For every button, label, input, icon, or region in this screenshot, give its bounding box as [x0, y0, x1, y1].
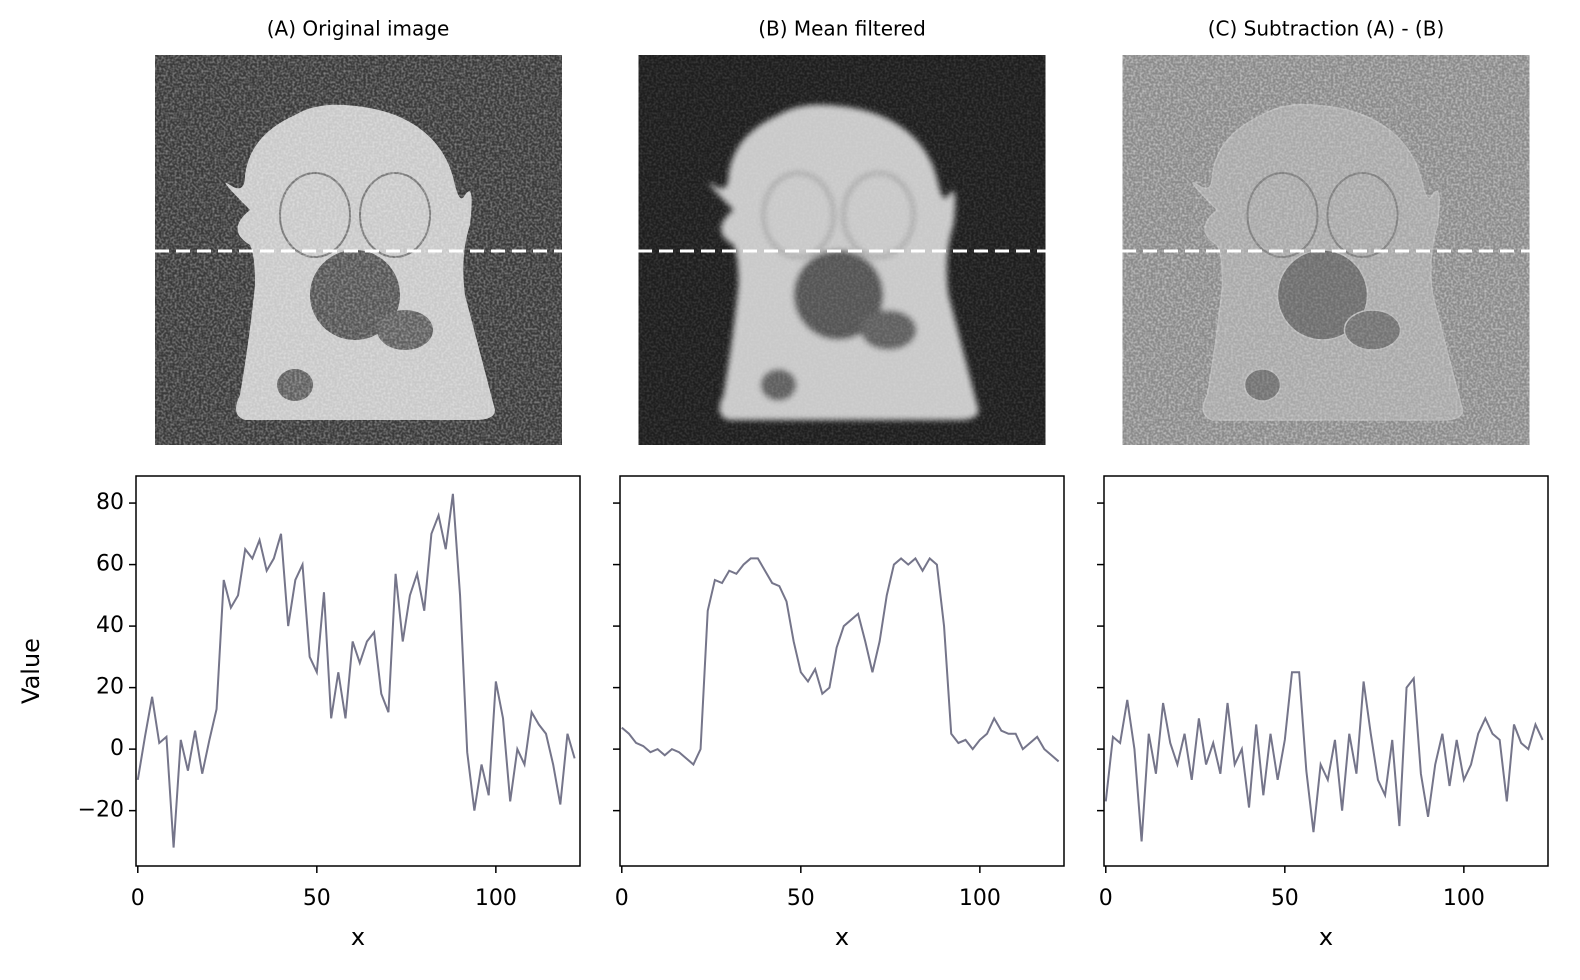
panel-title: (C) Subtraction (A) - (B)	[1208, 17, 1445, 41]
x-tick-label: 50	[1271, 886, 1299, 911]
x-tick-label: 50	[787, 886, 815, 911]
x-axis-label: x	[835, 923, 849, 951]
y-tick-label: 60	[96, 552, 124, 577]
x-axis-label: x	[351, 923, 365, 951]
y-axis-label: Value	[17, 638, 45, 704]
panel-title: (B) Mean filtered	[758, 17, 926, 41]
x-tick-label: 50	[303, 886, 331, 911]
x-tick-label: 0	[615, 886, 629, 911]
data-line	[621, 556, 1060, 767]
x-tick-label: 0	[1099, 886, 1113, 911]
y-tick-label: −20	[78, 798, 124, 823]
y-tick-label: 0	[110, 736, 124, 761]
plot-frame	[1103, 475, 1549, 867]
y-tick-label: 80	[96, 490, 124, 515]
x-tick-label: 100	[1443, 886, 1485, 911]
plot-frame	[135, 475, 581, 867]
y-tick-label: 40	[96, 613, 124, 638]
data-line	[136, 493, 576, 848]
y-tick-label: 20	[96, 675, 124, 700]
x-tick-label: 100	[475, 886, 517, 911]
image-b	[638, 55, 1046, 445]
image-a	[155, 55, 562, 445]
x-tick-label: 0	[131, 886, 145, 911]
image-c	[1122, 55, 1530, 445]
x-axis-label: x	[1319, 923, 1333, 951]
plot-frame	[619, 475, 1065, 867]
data-line	[1104, 671, 1544, 842]
x-tick-label: 100	[959, 886, 1001, 911]
panel-title: (A) Original image	[267, 17, 450, 41]
